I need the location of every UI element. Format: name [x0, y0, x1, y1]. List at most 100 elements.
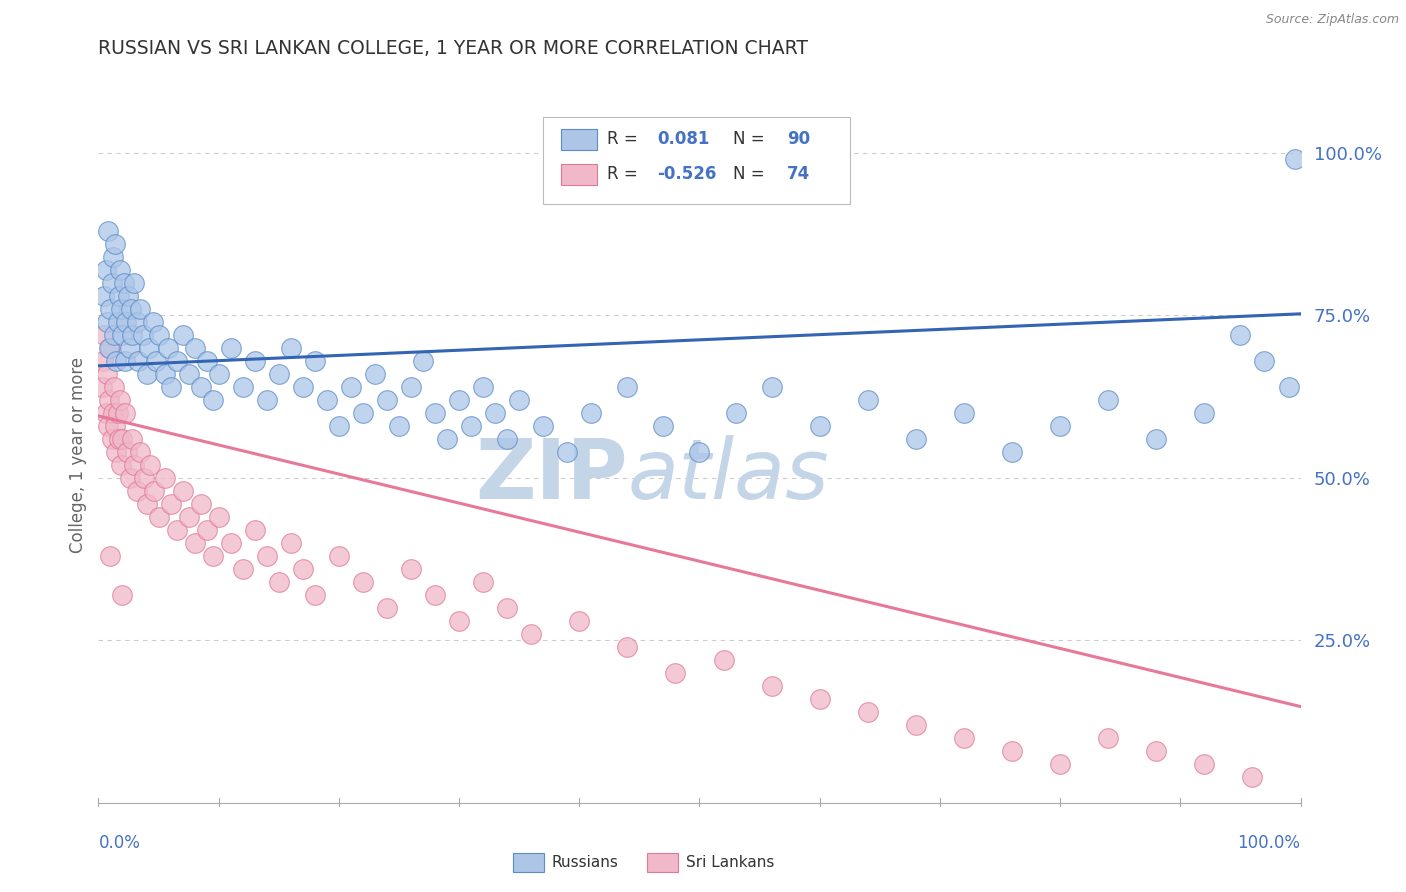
Point: [125, 483, 148, 498]
Point: [904, 718, 927, 732]
Point: [399, 379, 422, 393]
Point: [1194, 406, 1216, 420]
Point: [953, 731, 976, 745]
Point: [340, 379, 363, 393]
Point: [114, 406, 136, 420]
Point: [118, 471, 141, 485]
Point: [496, 600, 519, 615]
Point: [103, 327, 125, 342]
Point: [412, 353, 434, 368]
Point: [304, 353, 326, 368]
Point: [91, 353, 114, 368]
Point: [100, 276, 122, 290]
Point: [100, 301, 122, 316]
Point: [166, 523, 188, 537]
Point: [127, 353, 149, 368]
Point: [177, 367, 200, 381]
Point: [105, 353, 128, 368]
Point: [107, 406, 129, 420]
Point: [124, 458, 146, 472]
Point: [256, 392, 278, 407]
Point: [121, 432, 143, 446]
Point: [101, 250, 124, 264]
Point: [243, 353, 266, 368]
Point: [112, 276, 135, 290]
Point: [104, 418, 127, 433]
Point: [101, 406, 124, 420]
Point: [153, 367, 176, 381]
Point: [232, 562, 254, 576]
Text: N =: N =: [733, 165, 765, 183]
Point: [808, 691, 831, 706]
Point: [121, 327, 143, 342]
Point: [105, 444, 128, 458]
Point: [208, 367, 231, 381]
Point: [1001, 744, 1024, 758]
Point: [132, 327, 155, 342]
Point: [904, 432, 927, 446]
Point: [447, 614, 470, 628]
Point: [108, 392, 131, 407]
Point: [124, 276, 146, 290]
Point: [508, 392, 530, 407]
Text: -0.526: -0.526: [658, 165, 717, 183]
Point: [472, 574, 495, 589]
Point: [139, 458, 162, 472]
Point: [520, 626, 543, 640]
Point: [142, 483, 165, 498]
Point: [108, 288, 131, 302]
Point: [132, 471, 155, 485]
Point: [120, 301, 142, 316]
Point: [581, 406, 603, 420]
Point: [652, 418, 675, 433]
Text: 100.0%: 100.0%: [1237, 834, 1301, 852]
Point: [100, 341, 122, 355]
Point: [201, 549, 224, 563]
Point: [1229, 327, 1251, 342]
Text: 0.0%: 0.0%: [98, 834, 141, 852]
Point: [108, 432, 131, 446]
Point: [100, 432, 122, 446]
Point: [568, 614, 591, 628]
Point: [108, 262, 131, 277]
Point: [172, 483, 194, 498]
Point: [1284, 152, 1306, 166]
Text: ZIP: ZIP: [475, 435, 627, 516]
Point: [97, 418, 120, 433]
Point: [761, 379, 783, 393]
Point: [423, 588, 446, 602]
Point: [157, 341, 180, 355]
Point: [177, 509, 200, 524]
Point: [118, 341, 141, 355]
Text: Russians: Russians: [551, 855, 619, 870]
Point: [148, 509, 170, 524]
Point: [201, 392, 224, 407]
Text: RUSSIAN VS SRI LANKAN COLLEGE, 1 YEAR OR MORE CORRELATION CHART: RUSSIAN VS SRI LANKAN COLLEGE, 1 YEAR OR…: [98, 39, 808, 58]
Point: [219, 341, 242, 355]
Text: 74: 74: [787, 165, 810, 183]
Point: [195, 523, 218, 537]
Point: [183, 535, 205, 549]
Text: R =: R =: [607, 165, 638, 183]
Point: [460, 418, 482, 433]
Point: [1049, 756, 1071, 771]
Point: [1097, 731, 1119, 745]
Point: [856, 392, 879, 407]
Point: [555, 444, 578, 458]
Point: [291, 379, 314, 393]
Text: N =: N =: [733, 130, 765, 148]
Point: [724, 406, 747, 420]
Point: [375, 392, 398, 407]
Point: [496, 432, 519, 446]
Point: [267, 367, 290, 381]
Point: [375, 600, 398, 615]
Point: [110, 458, 132, 472]
Point: [148, 327, 170, 342]
Text: 90: 90: [787, 130, 810, 148]
Point: [153, 471, 176, 485]
Point: [94, 262, 117, 277]
Point: [129, 444, 152, 458]
Point: [100, 549, 122, 563]
Bar: [561, 164, 598, 185]
Point: [447, 392, 470, 407]
